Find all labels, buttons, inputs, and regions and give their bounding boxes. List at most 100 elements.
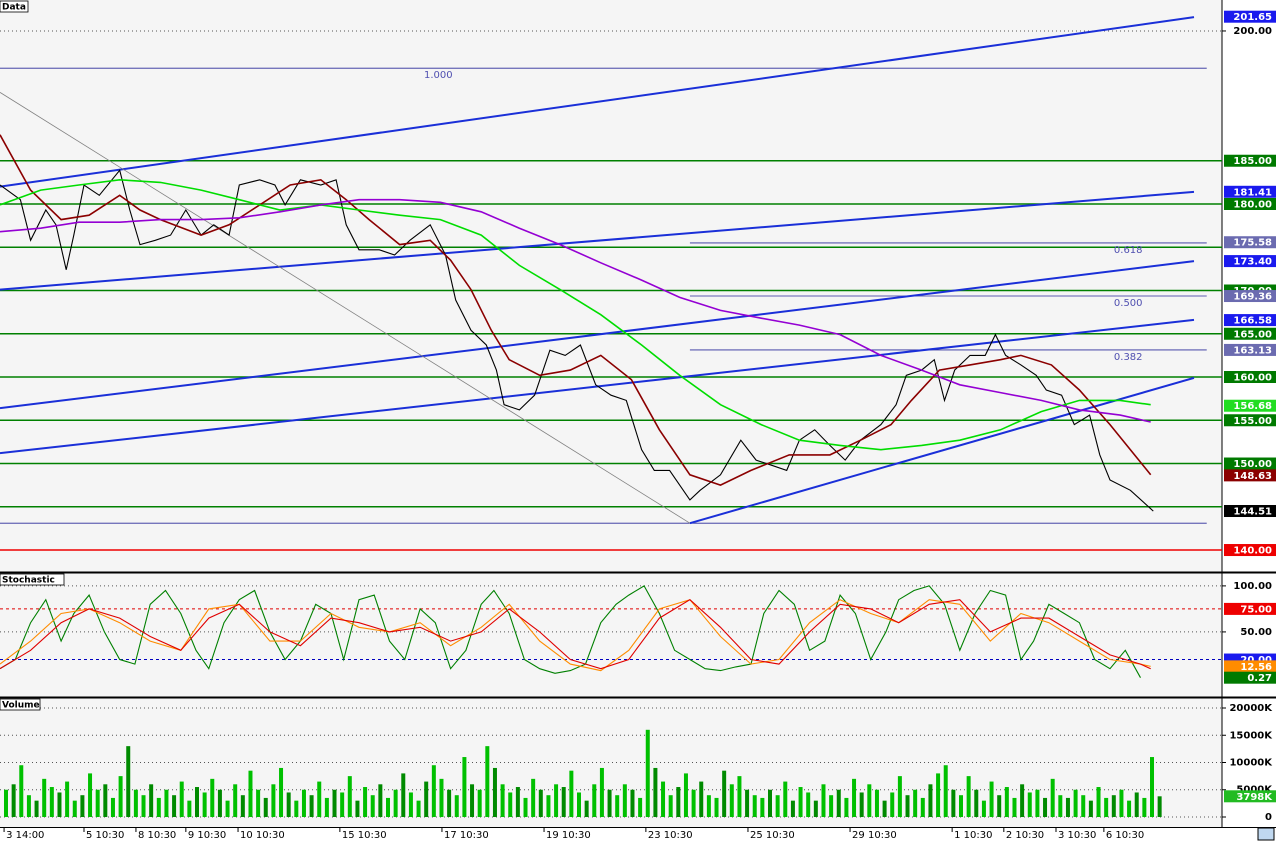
volume-bar — [905, 795, 910, 817]
volume-bar — [676, 787, 681, 817]
volume-bar — [57, 792, 62, 817]
indicator-line — [0, 134, 1152, 486]
value-tag-label: 156.68 — [1233, 401, 1272, 412]
volume-bar — [1142, 797, 1147, 817]
y-tick-label: 10000K — [1229, 758, 1273, 769]
pane-title: Stochastic — [2, 576, 55, 586]
volume-bar — [1027, 792, 1032, 817]
volume-bar — [668, 795, 673, 817]
volume-bar — [447, 789, 452, 817]
volume-bar — [508, 792, 513, 817]
stochastic-pane — [0, 573, 1222, 697]
volume-bar — [202, 792, 207, 817]
volume-bar — [683, 773, 688, 817]
x-tick-label: 19 10:30 — [546, 830, 591, 841]
volume-bar — [164, 789, 169, 817]
volume-bar — [882, 800, 887, 817]
volume-bar — [920, 797, 925, 817]
value-tag-label: 155.00 — [1233, 416, 1272, 427]
value-tag — [1224, 185, 1276, 198]
volume-bar — [80, 795, 85, 817]
x-tick-label: 3 14:00 — [6, 830, 44, 841]
value-tag — [1224, 314, 1276, 327]
volume-bar — [836, 789, 841, 817]
volume-bar — [607, 789, 612, 817]
volume-bar — [95, 789, 100, 817]
trend-line — [0, 16, 1195, 188]
volume-bar — [867, 784, 872, 817]
volume-bar — [248, 770, 253, 817]
y-tick-label: 100.00 — [1233, 581, 1272, 592]
volume-bar — [760, 797, 765, 817]
pane-title: Volume — [2, 701, 40, 711]
volume-bar — [88, 773, 93, 817]
volume-bar — [393, 789, 398, 817]
volume-bar — [500, 784, 505, 817]
volume-bar — [1127, 800, 1132, 817]
volume-bar — [217, 789, 222, 817]
volume-bar — [859, 792, 864, 817]
volume-bar — [706, 795, 711, 817]
y-tick-label: 20000K — [1229, 703, 1273, 714]
volume-bar — [806, 792, 811, 817]
volume-bar — [1050, 778, 1055, 817]
pane-title-box — [0, 0, 29, 13]
volume-bar — [874, 789, 879, 817]
value-tag-label: 0.27 — [1247, 673, 1272, 684]
x-tick-label: 10 10:30 — [240, 830, 285, 841]
value-tag-label: 185.00 — [1233, 156, 1272, 167]
volume-bar — [301, 789, 306, 817]
volume-bar — [943, 765, 948, 817]
volume-bar — [783, 781, 788, 817]
volume-bar — [19, 765, 24, 817]
volume-bar — [630, 789, 635, 817]
scroll-button[interactable] — [1257, 827, 1275, 841]
value-tag-label: 201.65 — [1233, 12, 1272, 23]
value-tag — [1224, 414, 1276, 427]
value-tag — [1224, 671, 1276, 684]
value-tag-label: 165.00 — [1233, 329, 1272, 340]
volume-bar — [1134, 792, 1139, 817]
volume-bar — [332, 789, 337, 817]
volume-bar — [722, 770, 727, 817]
volume-bar — [997, 795, 1002, 817]
x-tick-label: 15 10:30 — [342, 830, 387, 841]
volume-bar — [4, 789, 8, 817]
volume-bar — [240, 795, 245, 817]
volume-bar — [699, 781, 704, 817]
value-tag — [1224, 505, 1276, 518]
volume-bar — [928, 784, 933, 817]
volume-bar — [1104, 797, 1109, 817]
volume-bar — [11, 784, 16, 817]
value-tag — [1224, 154, 1276, 167]
value-tag — [1224, 602, 1276, 615]
pane-title-box — [0, 573, 65, 586]
y-tick-label: 200.00 — [1233, 26, 1272, 37]
volume-bar — [584, 800, 589, 817]
volume-bar — [454, 795, 459, 817]
volume-bar — [49, 787, 54, 817]
x-tick-label: 23 10:30 — [648, 830, 693, 841]
volume-bar — [1065, 797, 1070, 817]
volume-bar — [378, 784, 383, 817]
fib-label: 0.618 — [1114, 245, 1143, 256]
value-tag-label: 12.56 — [1240, 662, 1272, 673]
volume-bar — [1058, 795, 1063, 817]
volume-bar — [515, 787, 520, 817]
volume-bar — [653, 767, 658, 817]
volume-bar — [599, 767, 604, 817]
volume-bar — [477, 789, 482, 817]
volume-bar — [745, 789, 750, 817]
volume-bar — [118, 776, 123, 817]
volume-bar — [821, 784, 826, 817]
x-tick-label: 29 10:30 — [852, 830, 897, 841]
y-tick-label: 5000K — [1236, 785, 1273, 796]
volume-bar — [133, 789, 138, 817]
value-tag — [1224, 790, 1276, 803]
volume-bar — [1111, 795, 1116, 817]
volume-bar — [691, 789, 696, 817]
volume-bar — [492, 767, 497, 817]
volume-bar — [401, 773, 406, 817]
value-tag-label: 169.36 — [1233, 292, 1272, 303]
